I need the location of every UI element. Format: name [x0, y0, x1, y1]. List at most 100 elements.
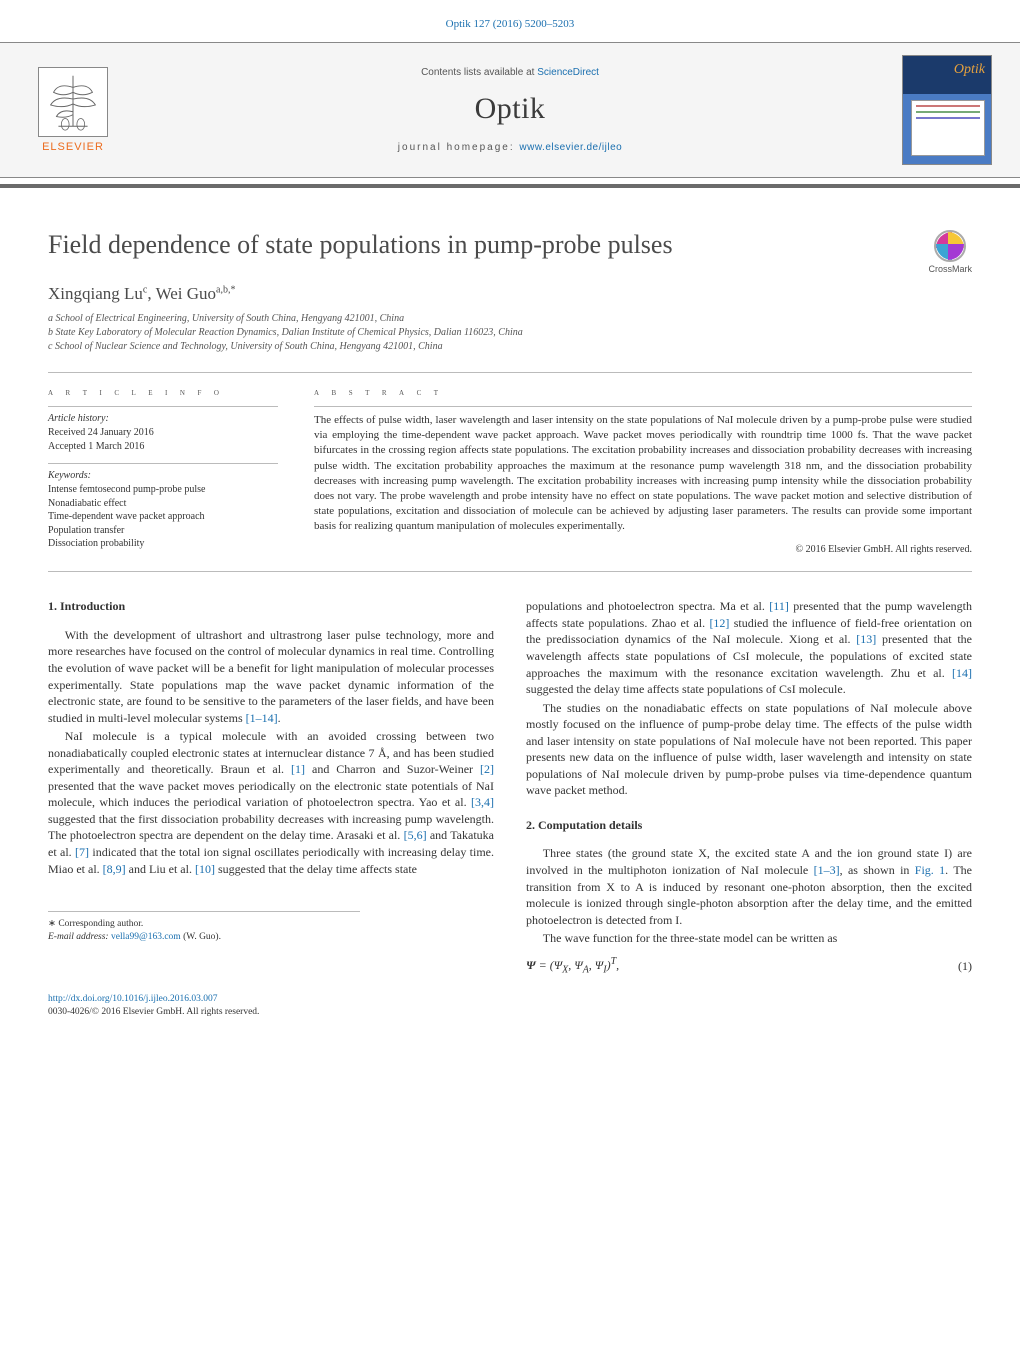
p2g: and Liu et al. — [126, 862, 195, 876]
col2-para-2: The studies on the nonadiabatic effects … — [526, 700, 972, 799]
author-email-link[interactable]: vella99@163.com — [111, 932, 181, 942]
column-left: 1. Introduction With the development of … — [48, 598, 494, 985]
affiliation-a: a School of Electrical Engineering, Univ… — [48, 312, 972, 326]
c2p1e: suggested the delay time affects state p… — [526, 682, 846, 696]
homepage-prefix: journal homepage: — [398, 142, 520, 153]
cover-line-3 — [916, 117, 980, 119]
cite-5-6[interactable]: [5,6] — [404, 828, 427, 842]
received-line: Received 24 January 2016 — [48, 426, 278, 440]
accepted-line: Accepted 1 March 2016 — [48, 440, 278, 454]
crossmark-label: CrossMark — [928, 264, 972, 274]
equation-1-number: (1) — [958, 958, 972, 975]
abstract-copyright: © 2016 Elsevier GmbH. All rights reserve… — [314, 544, 972, 555]
cite-1[interactable]: [1] — [291, 762, 305, 776]
keyword-4: Population transfer — [48, 524, 278, 538]
elsevier-tree-icon — [38, 67, 108, 137]
footnote-block: ∗ Corresponding author. E-mail address: … — [48, 911, 360, 944]
article-header: Field dependence of state populations in… — [0, 188, 1020, 555]
homepage-line: journal homepage: www.elsevier.de/ijleo — [138, 142, 882, 153]
publisher-logo: ELSEVIER — [28, 67, 118, 153]
article-title: Field dependence of state populations in… — [48, 230, 673, 260]
sciencedirect-link[interactable]: ScienceDirect — [537, 67, 599, 78]
journal-cover-thumb: Optik — [902, 55, 992, 165]
p1-end: . — [278, 711, 281, 725]
issn-copyright-line: 0030-4026/© 2016 Elsevier GmbH. All righ… — [48, 1006, 972, 1019]
cite-1-3[interactable]: [1–3] — [814, 863, 840, 877]
cover-figure — [911, 100, 985, 156]
abstract-text: The effects of pulse width, laser wavele… — [314, 413, 972, 534]
email-line: E-mail address: vella99@163.com (W. Guo)… — [48, 931, 360, 944]
crossmark-icon — [934, 230, 966, 262]
cite-3-4[interactable]: [3,4] — [471, 795, 494, 809]
c2p3b: , as shown in — [840, 863, 915, 877]
article-info-heading: A R T I C L E I N F O — [48, 387, 278, 398]
section-1-heading: 1. Introduction — [48, 598, 494, 615]
cite-2[interactable]: [2] — [480, 762, 494, 776]
column-right: populations and photoelectron spectra. M… — [526, 598, 972, 985]
email-suffix: (W. Guo). — [181, 932, 221, 942]
divider-above-info — [48, 372, 972, 373]
equation-1: Ψ = (ΨX, ΨA, ΨI)T, (1) — [526, 955, 972, 977]
cover-title: Optik — [954, 62, 985, 78]
citation-header: Optik 127 (2016) 5200–5203 — [0, 0, 1020, 42]
intro-para-2: NaI molecule is a typical molecule with … — [48, 728, 494, 877]
equation-1-body: Ψ = (ΨX, ΨA, ΨI)T, — [526, 955, 619, 977]
author-sep: , — [147, 284, 155, 303]
info-subrule-2 — [48, 463, 278, 464]
contents-available-line: Contents lists available at ScienceDirec… — [138, 67, 882, 78]
history-label: Article history: — [48, 413, 278, 424]
cite-10[interactable]: [10] — [195, 862, 215, 876]
author-1: Xingqiang Lu — [48, 284, 143, 303]
cite-14[interactable]: [14] — [952, 666, 972, 680]
journal-name: Optik — [138, 92, 882, 126]
abstract-column: A B S T R A C T The effects of pulse wid… — [314, 387, 972, 555]
keywords-label: Keywords: — [48, 470, 278, 481]
comp-para-1: Three states (the ground state X, the ex… — [526, 845, 972, 928]
email-label: E-mail address: — [48, 932, 111, 942]
info-subrule-1 — [48, 406, 278, 407]
cite-11[interactable]: [11] — [769, 599, 789, 613]
affiliations: a School of Electrical Engineering, Univ… — [48, 312, 972, 354]
homepage-link[interactable]: www.elsevier.de/ijleo — [519, 142, 622, 153]
col2-para-1: populations and photoelectron spectra. M… — [526, 598, 972, 697]
p2b: and Charron and Suzor-Weiner — [305, 762, 480, 776]
cover-line-2 — [916, 111, 980, 113]
cite-8-9[interactable]: [8,9] — [103, 862, 126, 876]
fig-1-ref[interactable]: Fig. 1 — [915, 863, 945, 877]
comp-para-2: The wave function for the three-state mo… — [526, 930, 972, 947]
masthead-center: Contents lists available at ScienceDirec… — [138, 67, 882, 153]
section-2-heading: 2. Computation details — [526, 817, 972, 834]
article-info-column: A R T I C L E I N F O Article history: R… — [48, 387, 278, 555]
cite-1-14[interactable]: [1–14] — [246, 711, 278, 725]
authors-line: Xingqiang Luc, Wei Guoa,b,* — [48, 284, 972, 304]
author-2-affil: a,b,* — [216, 284, 235, 295]
body-columns: 1. Introduction With the development of … — [0, 572, 1020, 985]
keyword-1: Intense femtosecond pump-probe pulse — [48, 483, 278, 497]
affiliation-b: b State Key Laboratory of Molecular Reac… — [48, 326, 972, 340]
cover-line-1 — [916, 105, 980, 107]
contents-prefix: Contents lists available at — [421, 67, 537, 78]
author-2: Wei Guo — [156, 284, 216, 303]
keywords-list: Intense femtosecond pump-probe pulse Non… — [48, 483, 278, 551]
history-body: Received 24 January 2016 Accepted 1 Marc… — [48, 426, 278, 453]
crossmark-badge[interactable]: CrossMark — [928, 230, 972, 274]
abstract-subrule — [314, 406, 972, 407]
affiliation-c: c School of Nuclear Science and Technolo… — [48, 340, 972, 354]
p2c: presented that the wave packet moves per… — [48, 779, 494, 810]
keyword-2: Nonadiabatic effect — [48, 497, 278, 511]
corresponding-author-note: ∗ Corresponding author. — [48, 918, 360, 931]
doi-link[interactable]: http://dx.doi.org/10.1016/j.ijleo.2016.0… — [48, 994, 218, 1004]
cite-7[interactable]: [7] — [75, 845, 89, 859]
keyword-3: Time-dependent wave packet approach — [48, 510, 278, 524]
footer-block: http://dx.doi.org/10.1016/j.ijleo.2016.0… — [0, 985, 1020, 1037]
abstract-heading: A B S T R A C T — [314, 387, 972, 398]
p2h: suggested that the delay time affects st… — [215, 862, 417, 876]
keyword-5: Dissociation probability — [48, 537, 278, 551]
cite-12[interactable]: [12] — [709, 616, 729, 630]
cite-13[interactable]: [13] — [856, 632, 876, 646]
info-abstract-row: A R T I C L E I N F O Article history: R… — [48, 387, 972, 555]
masthead: ELSEVIER Contents lists available at Sci… — [0, 42, 1020, 178]
elsevier-wordmark: ELSEVIER — [42, 141, 104, 153]
intro-para-1: With the development of ultrashort and u… — [48, 627, 494, 726]
c2p1a: populations and photoelectron spectra. M… — [526, 599, 769, 613]
